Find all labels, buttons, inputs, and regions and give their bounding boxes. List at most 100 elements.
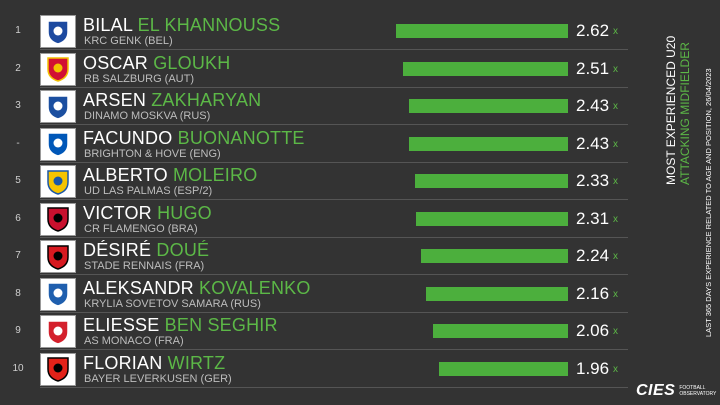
- rank-label: 9: [15, 325, 21, 336]
- value-label: 2.31: [576, 208, 610, 228]
- salzburg-logo: [40, 52, 76, 86]
- unit-label: x: [613, 288, 618, 300]
- club-label: KRYLIA SOVETOV SAMARA (RUS): [84, 297, 261, 310]
- club-label: RB SALZBURG (AUT): [84, 72, 195, 85]
- unit-label: x: [613, 63, 618, 75]
- monaco-logo: [40, 315, 76, 348]
- unit-label: x: [613, 251, 618, 262]
- player-last-name: DOUÉ: [156, 240, 210, 260]
- player-first-name: DÉSIRÉ: [83, 240, 157, 260]
- player-last-name: GLOUKH: [153, 52, 231, 73]
- club-crest-icon: [47, 94, 69, 120]
- rank-label: 8: [15, 287, 21, 299]
- ranking-chart: 1 BILAL EL KHANNOUSS KRC GENK (BEL) 2.62 x 2 O…: [0, 13, 650, 388]
- value-label: 2.16: [576, 283, 610, 303]
- club-label: BRIGHTON & HOVE (ENG): [84, 147, 221, 160]
- rank-label: 3: [15, 100, 21, 111]
- club-crest-icon: [47, 244, 69, 270]
- row-divider: [40, 311, 628, 313]
- leverkusen-logo: [40, 352, 76, 386]
- player-name: BILAL EL KHANNOUSS: [83, 15, 280, 35]
- club-label: UD LAS PALMAS (ESP/2): [84, 185, 213, 197]
- unit-label: x: [613, 138, 618, 150]
- krylia-logo: [40, 277, 76, 311]
- rank-label: 2: [15, 62, 21, 74]
- player-first-name: ELIESSE: [83, 315, 165, 335]
- table-row: 5 ALBERTO MOLEIRO UD LAS PALMAS (ESP/2) 2.3…: [0, 163, 650, 200]
- cies-logo: CIES FOOTBALL OBSERVATORY: [636, 381, 716, 401]
- unit-label: x: [613, 26, 618, 37]
- value-label: 2.62: [576, 21, 610, 40]
- club-label: DINAMO MOSKVA (RUS): [84, 110, 211, 122]
- player-first-name: VICTOR: [83, 202, 158, 223]
- dinamo-logo: [40, 90, 76, 123]
- table-row: 10 FLORIAN WIRTZ BAYER LEVERKUSEN (GER) 1.9…: [0, 351, 650, 388]
- club-label: BAYER LEVERKUSEN (GER): [84, 372, 232, 385]
- cies-logo-text: CIES: [636, 382, 676, 399]
- value-bar: [415, 174, 568, 188]
- player-last-name: ZAKHARYAN: [151, 90, 262, 110]
- value-label: 2.33: [576, 171, 610, 190]
- player-last-name: BEN SEGHIR: [164, 315, 278, 335]
- club-crest-icon: [47, 282, 69, 307]
- genk-logo: [40, 15, 76, 48]
- row-divider: [40, 349, 628, 350]
- player-name: ALBERTO MOLEIRO: [83, 165, 257, 185]
- club-label: AS MONACO (FRA): [84, 335, 184, 347]
- table-row: 6 VICTOR HUGO CR FLAMENGO (BRA) 2.31 x: [0, 201, 650, 238]
- player-last-name: WIRTZ: [167, 352, 226, 373]
- table-row: 9 ELIESSE BEN SEGHIR AS MONACO (FRA) 2.06 x: [0, 313, 650, 350]
- table-row: 2 OSCAR GLOUKH RB SALZBURG (AUT) 2.51 x: [0, 51, 650, 88]
- unit-label: x: [613, 363, 618, 375]
- table-row: - FACUNDO BUONANOTTE BRIGHTON & HOVE (ENG)…: [0, 126, 650, 163]
- row-divider: [40, 274, 628, 275]
- value-bar: [439, 361, 568, 376]
- value-label: 2.43: [576, 96, 610, 115]
- player-first-name: ALBERTO: [83, 165, 173, 185]
- player-first-name: FACUNDO: [83, 127, 178, 148]
- rank-label: 10: [12, 362, 24, 374]
- player-name: ALEKSANDR KOVALENKO: [83, 278, 311, 298]
- player-name: ARSEN ZAKHARYAN: [83, 90, 261, 110]
- row-divider: [40, 86, 628, 88]
- row-divider: [40, 124, 628, 125]
- unit-label: x: [613, 326, 618, 337]
- table-row: 7 DÉSIRÉ DOUÉ STADE RENNAIS (FRA) 2.24 x: [0, 238, 650, 275]
- brighton-logo: [40, 127, 76, 161]
- chart-title: MOST EXPERIENCED U20: [664, 35, 678, 185]
- row-divider: [40, 236, 628, 238]
- table-row: 8 ALEKSANDR KOVALENKO KRYLIA SOVETOV SAMAR…: [0, 276, 650, 313]
- unit-label: x: [613, 213, 618, 225]
- player-last-name: KOVALENKO: [199, 277, 311, 298]
- value-bar: [396, 24, 568, 38]
- club-crest-icon: [47, 169, 69, 195]
- rennes-logo: [40, 240, 76, 273]
- value-bar: [408, 136, 568, 151]
- chart-note: LAST 365 DAYS EXPERIENCE RELATED TO AGE …: [704, 68, 713, 337]
- player-last-name: EL KHANNOUSS: [137, 15, 281, 35]
- cies-sub-1: FOOTBALL: [679, 385, 706, 391]
- club-crest-icon: [47, 132, 69, 157]
- player-name: OSCAR GLOUKH: [83, 53, 230, 73]
- value-bar: [416, 211, 568, 226]
- player-name: FACUNDO BUONANOTTE: [83, 128, 305, 148]
- rank-label: 5: [15, 175, 21, 186]
- player-first-name: BILAL: [83, 15, 138, 35]
- club-crest-icon: [47, 357, 69, 382]
- club-crest-icon: [47, 57, 69, 82]
- value-label: 1.96: [576, 358, 610, 378]
- row-divider: [40, 161, 628, 163]
- laspalmas-logo: [40, 165, 76, 198]
- player-last-name: HUGO: [157, 202, 212, 223]
- table-row: 3 ARSEN ZAKHARYAN DINAMO MOSKVA (RUS) 2.43 x: [0, 88, 650, 125]
- player-first-name: OSCAR: [83, 52, 154, 73]
- row-divider: [40, 386, 628, 388]
- rank-label: 6: [15, 212, 21, 224]
- player-first-name: FLORIAN: [83, 352, 168, 373]
- value-bar: [408, 99, 568, 113]
- player-name: DÉSIRÉ DOUÉ: [83, 240, 209, 260]
- value-label: 2.06: [576, 321, 610, 340]
- rank-label: 7: [15, 250, 21, 261]
- row-divider: [40, 199, 628, 200]
- rank-label: 1: [15, 25, 21, 36]
